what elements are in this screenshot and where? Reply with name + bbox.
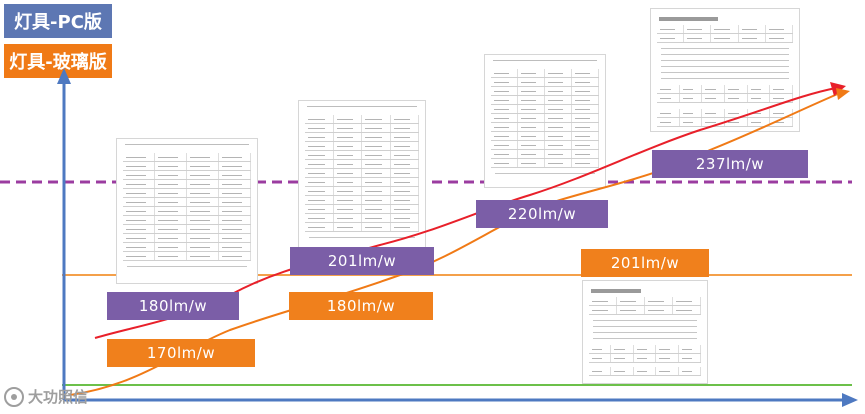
test-report-4 [650, 8, 800, 132]
logo-text: 大功照信 [28, 388, 89, 406]
test-report-5 [582, 280, 708, 384]
pc-label-180: 180lm/w [107, 292, 239, 320]
glass-label-201: 201lm/w [581, 249, 709, 277]
test-report-3 [484, 54, 606, 188]
legend-pc-version: 灯具-PC版 [4, 4, 112, 38]
test-report-1 [116, 138, 258, 284]
glass-curve-arrow [836, 88, 850, 100]
pc-label-237: 237lm/w [652, 150, 808, 178]
logo-mark-icon [4, 386, 24, 407]
test-report-2 [298, 100, 426, 250]
glass-label-180: 180lm/w [289, 292, 433, 320]
pc-label-220: 220lm/w [476, 200, 608, 228]
pc-label-201: 201lm/w [290, 247, 434, 275]
y-axis-arrow [57, 68, 71, 84]
x-axis-arrow [842, 393, 858, 407]
legend-glass-version: 灯具-玻璃版 [4, 44, 112, 78]
glass-label-170: 170lm/w [107, 339, 255, 367]
watermark-logo: 大功照信 [4, 386, 88, 407]
